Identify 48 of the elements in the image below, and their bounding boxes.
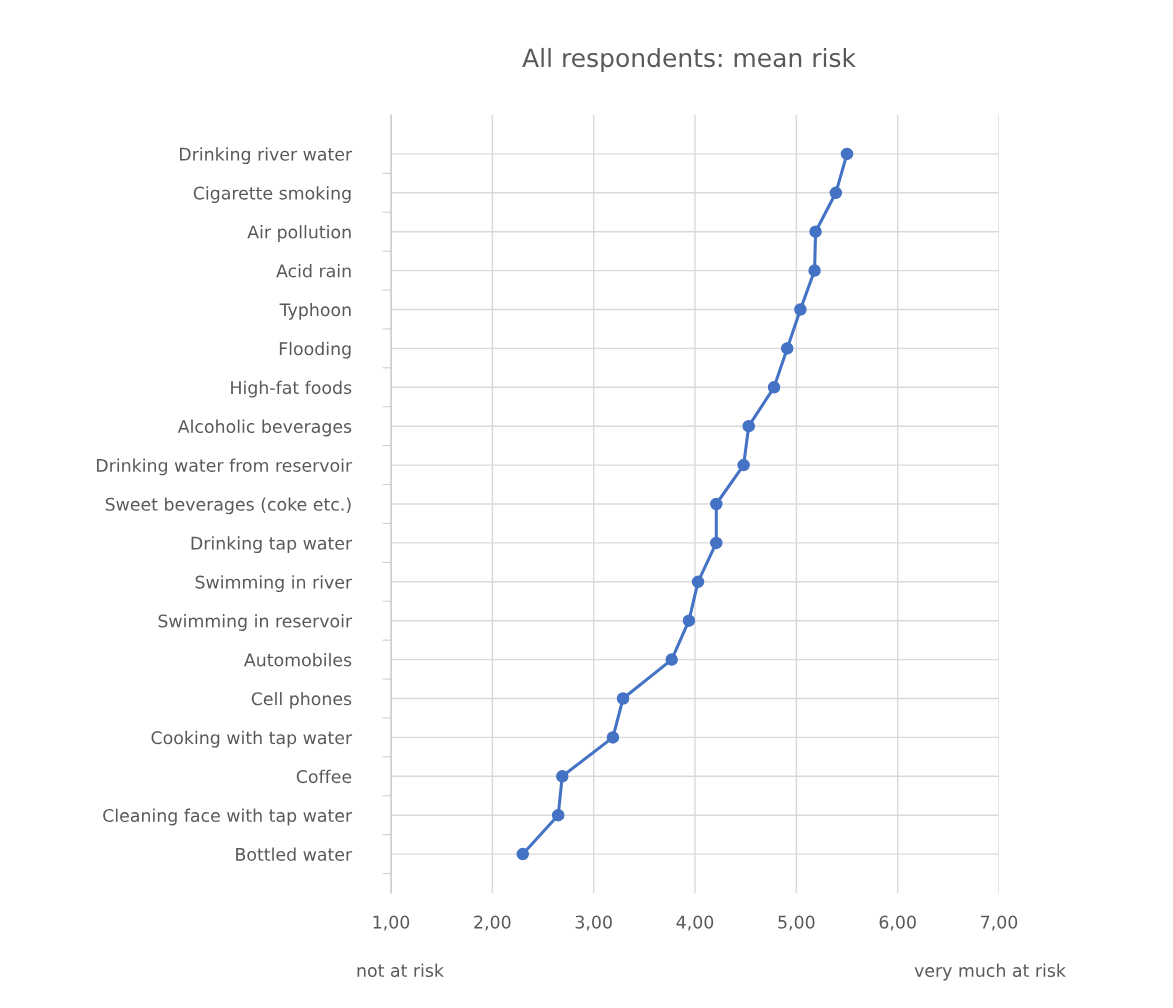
y-tick-label: Typhoon (279, 302, 351, 320)
point (710, 536, 723, 550)
point (691, 575, 705, 589)
point (767, 381, 781, 394)
y-tick-label: Cleaning face with tap water (103, 808, 353, 826)
y-tick-label: Coffee (296, 769, 352, 784)
y-tick-label: Sweet beverages (coke etc.) (105, 497, 351, 515)
y-tick-label: Swimming in reservoir (158, 614, 353, 631)
y-tick-label: Bottled water (236, 847, 353, 861)
point (682, 614, 696, 627)
point (556, 770, 569, 783)
x-tick-label: 1,00 (373, 915, 410, 931)
x-tick-label: 2,00 (474, 915, 511, 931)
y-tick-label: Swimming in river (195, 575, 353, 593)
text: not at risk (357, 963, 444, 978)
y-tick-label: High-fat foods (231, 380, 352, 398)
y-tick-label: Automobiles (244, 653, 352, 667)
point (794, 303, 807, 316)
y-tick-label: Cigarette smoking (193, 186, 351, 204)
point (606, 731, 620, 744)
x-tick-label: 3,00 (575, 915, 612, 931)
y-tick-label: Cell phones (251, 691, 352, 709)
y-tick-label: Cooking with tap water (151, 730, 353, 748)
point (780, 342, 794, 355)
point (809, 225, 822, 238)
y-tick-label: Flooding (279, 341, 351, 359)
point (516, 847, 529, 861)
point (840, 147, 854, 161)
x-tick-label: 7,00 (981, 915, 1018, 931)
point (808, 264, 821, 277)
x-tick-label: 5,00 (778, 915, 815, 931)
y-tick-label: Air pollution (247, 225, 351, 242)
y-tick-label: Alcoholic beverages (177, 419, 352, 437)
y-tick-label: Acid rain (276, 264, 351, 278)
point (551, 808, 565, 822)
x-tick-label: 6,00 (879, 915, 916, 931)
point (742, 419, 755, 433)
text: very much at risk (914, 963, 1066, 981)
point (737, 458, 750, 472)
y-tick-label: Drinking river water (180, 147, 353, 165)
y-tick-label: Drinking tap water (191, 536, 353, 554)
point (665, 653, 678, 666)
x-tick-label: 4,00 (676, 915, 714, 931)
point (710, 497, 723, 511)
point (616, 692, 630, 705)
point (829, 186, 843, 200)
chart-title: All respondents: mean risk (522, 47, 856, 73)
y-tick-label: Drinking water from reservoir (97, 458, 353, 476)
